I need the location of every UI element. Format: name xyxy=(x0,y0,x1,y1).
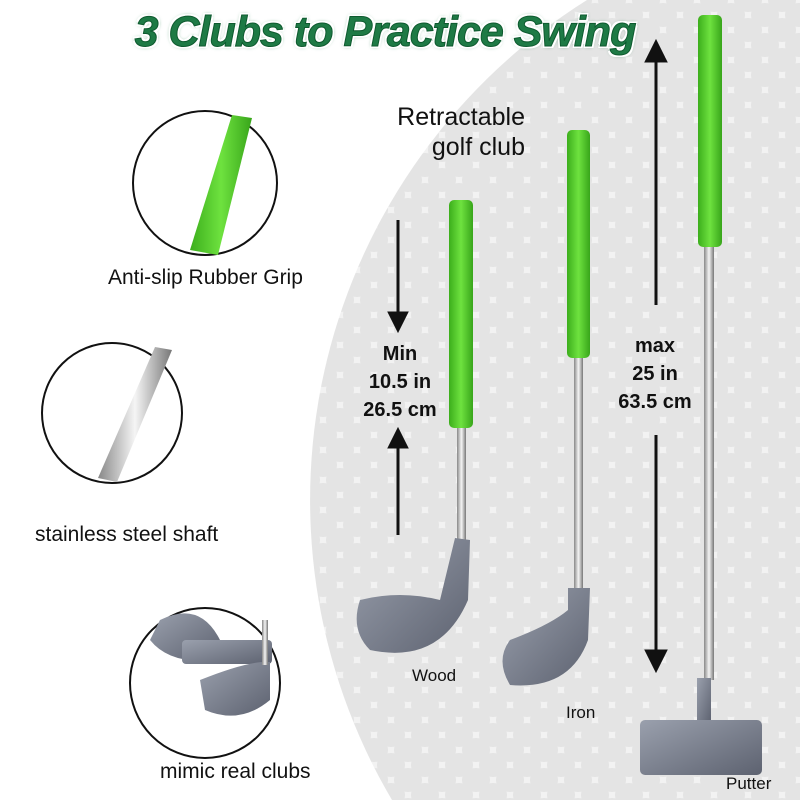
min-inches: 10.5 in xyxy=(368,371,432,393)
feature-label-heads: mimic real clubs xyxy=(160,760,311,783)
shaft-closeup xyxy=(41,342,183,484)
club-iron xyxy=(502,130,590,686)
club-heads-closeup xyxy=(129,607,281,759)
max-cm: 63.5 cm xyxy=(618,391,692,413)
retractable-line-1: Retractable xyxy=(397,103,525,131)
club-putter xyxy=(640,15,762,775)
max-length-arrows xyxy=(644,38,668,674)
page-title: 3 Clubs to Practice Swing xyxy=(134,8,637,57)
min-word: Min xyxy=(382,343,418,365)
max-word: max xyxy=(634,335,676,357)
grip-closeup xyxy=(132,110,278,256)
min-cm: 26.5 cm xyxy=(363,399,437,421)
max-inches: 25 in xyxy=(632,363,678,385)
club-label-wood: Wood xyxy=(412,666,457,685)
max-length-label: max 25 in 63.5 cm xyxy=(600,332,710,416)
feature-label-shaft: stainless steel shaft xyxy=(35,523,219,546)
club-label-iron: Iron xyxy=(566,703,596,722)
retractable-line-2: golf club xyxy=(431,133,525,161)
min-length-label: Min 10.5 in 26.5 cm xyxy=(350,340,450,424)
retractable-caption: Retractable golf club xyxy=(340,102,525,162)
club-label-putter: Putter xyxy=(726,774,772,793)
feature-label-grip: Anti-slip Rubber Grip xyxy=(108,266,303,289)
club-wood xyxy=(356,200,473,653)
min-length-arrows xyxy=(387,220,409,535)
